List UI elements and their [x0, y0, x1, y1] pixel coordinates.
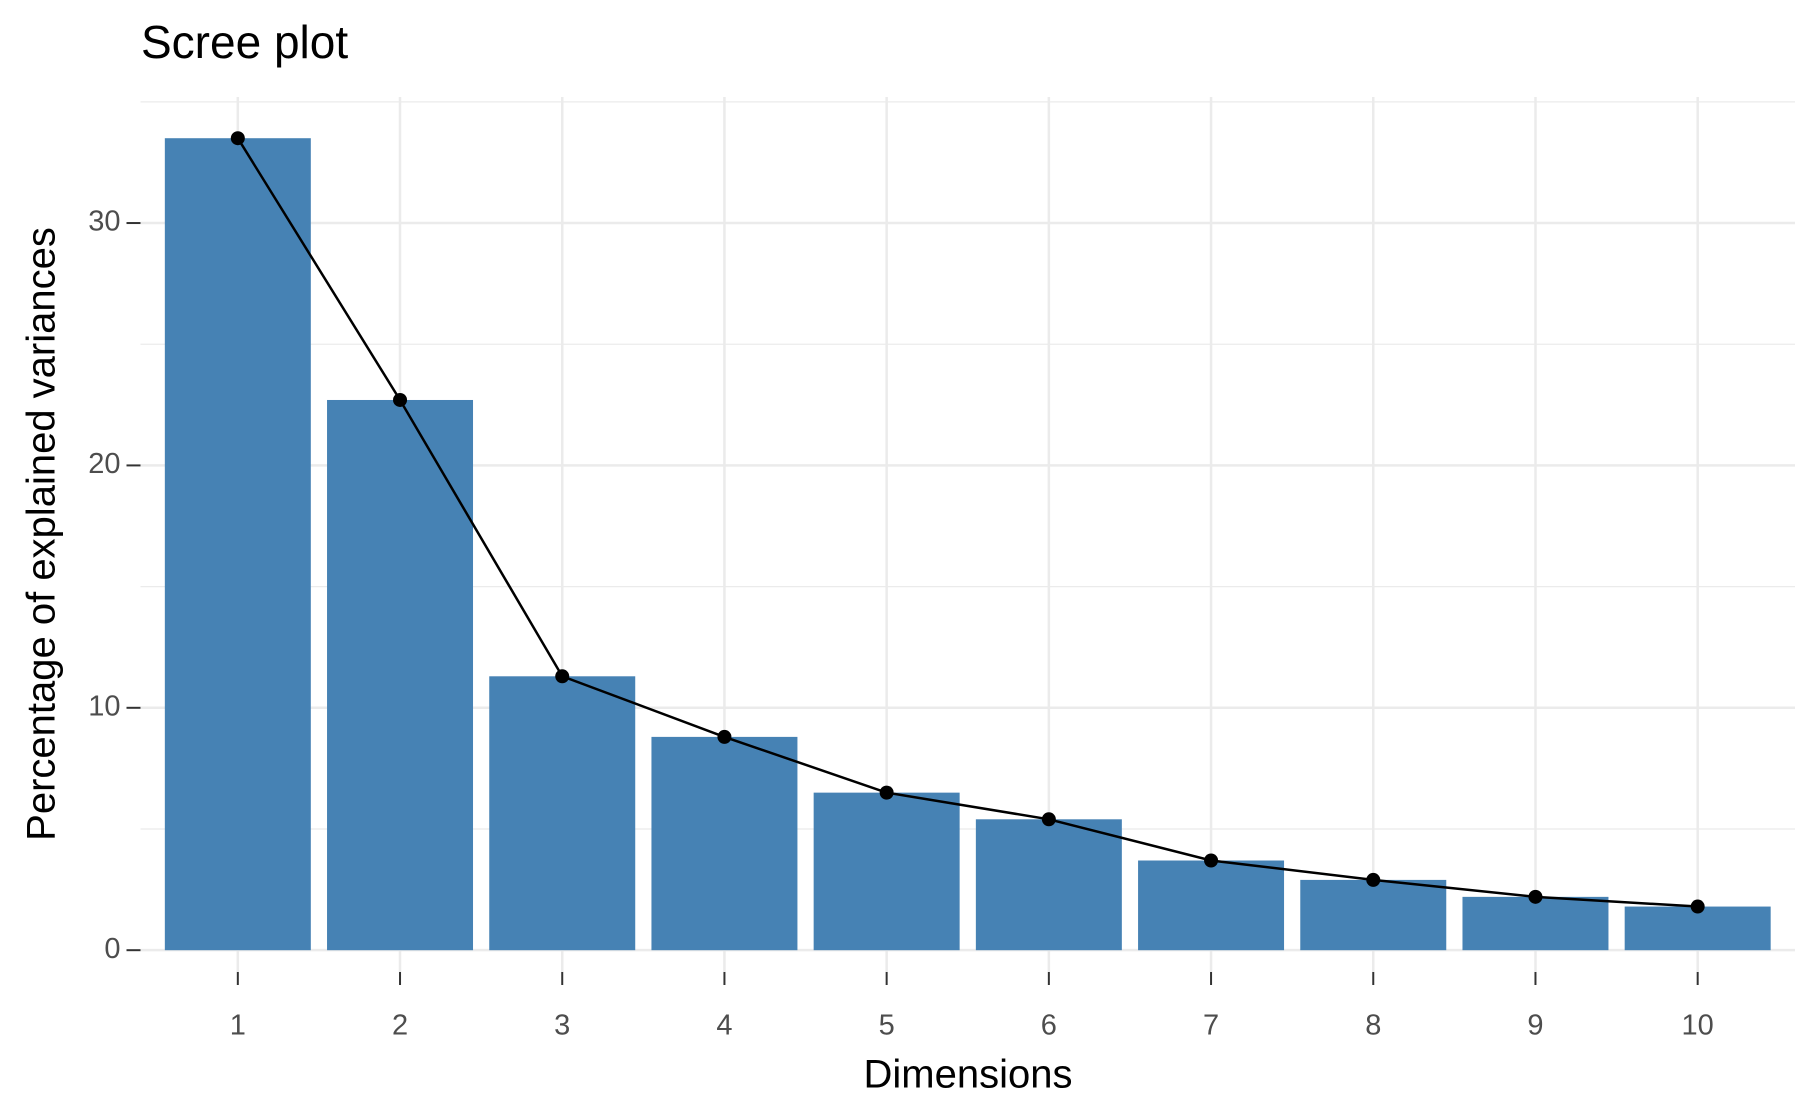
bar	[651, 736, 798, 951]
x-tick-label: 3	[554, 1010, 570, 1042]
y-tick-label: 20	[88, 448, 120, 480]
y-tick-label: 10	[88, 690, 120, 722]
x-axis-title: Dimensions	[864, 1053, 1073, 1097]
bar	[1138, 860, 1285, 951]
bar	[1300, 879, 1447, 951]
point	[230, 131, 245, 146]
chart-title: Scree plot	[141, 16, 348, 68]
x-tick-label: 10	[1682, 1010, 1714, 1042]
bar	[1624, 906, 1771, 951]
x-tick-label: 5	[879, 1010, 895, 1042]
y-tick-label: 0	[104, 933, 120, 965]
point	[1041, 812, 1056, 827]
bar	[1462, 896, 1609, 951]
x-tick-label: 1	[230, 1010, 246, 1042]
x-tick-label: 4	[716, 1010, 732, 1042]
x-tick-label: 8	[1365, 1010, 1381, 1042]
bar	[975, 819, 1122, 951]
bar	[489, 676, 636, 951]
x-tick-label: 2	[392, 1010, 408, 1042]
line	[236, 137, 1698, 908]
point	[1690, 899, 1705, 914]
point	[1204, 853, 1219, 868]
y-axis-title: Percentage of explained variances	[20, 227, 64, 841]
x-tick-label: 7	[1203, 1010, 1219, 1042]
point	[1528, 889, 1543, 904]
x-tick-label: 6	[1041, 1010, 1057, 1042]
point	[1366, 872, 1381, 887]
x-tick-label: 9	[1527, 1010, 1543, 1042]
point	[555, 669, 570, 684]
point	[879, 785, 894, 800]
point	[717, 729, 732, 744]
bar	[327, 399, 474, 951]
bar	[813, 792, 960, 951]
bar	[164, 138, 311, 951]
point	[393, 392, 408, 407]
y-tick-label: 30	[88, 206, 120, 238]
